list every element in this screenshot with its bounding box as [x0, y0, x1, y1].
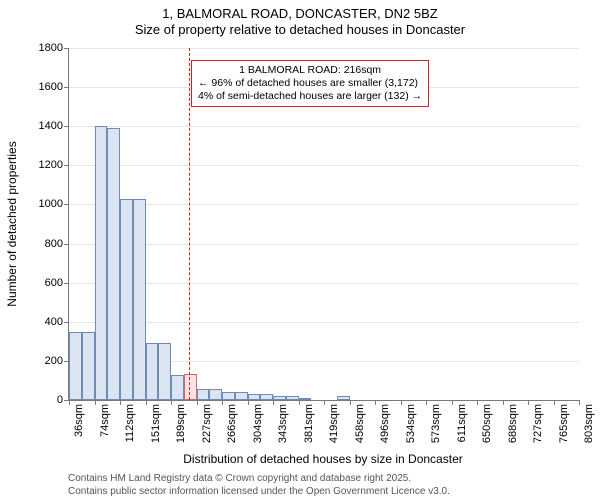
- x-tick-mark: [528, 400, 529, 405]
- plot-area: 0200400600800100012001400160018001 BALMO…: [68, 48, 579, 401]
- x-tick-label: 304sqm: [252, 400, 264, 443]
- x-tick-label: 650sqm: [481, 400, 493, 443]
- title-line-2: Size of property relative to detached ho…: [0, 22, 600, 38]
- x-tick-label: 343sqm: [277, 400, 289, 443]
- histogram-bar: [69, 332, 82, 400]
- footer-line-2: Contains public sector information licen…: [68, 485, 450, 498]
- x-tick-mark: [375, 400, 376, 405]
- x-tick-label: 727sqm: [532, 400, 544, 443]
- histogram-bar: [171, 375, 184, 400]
- histogram-bar: [107, 128, 120, 400]
- annotation-line: ← 96% of detached houses are smaller (3,…: [198, 77, 422, 90]
- x-tick-mark: [426, 400, 427, 405]
- y-tick-label: 1000: [39, 198, 69, 210]
- x-tick-mark: [324, 400, 325, 405]
- x-tick-label: 151sqm: [150, 400, 162, 443]
- x-tick-mark: [452, 400, 453, 405]
- x-axis-label: Distribution of detached houses by size …: [68, 452, 578, 466]
- x-tick-label: 381sqm: [303, 400, 315, 443]
- x-tick-label: 534sqm: [405, 400, 417, 443]
- x-tick-label: 765sqm: [558, 400, 570, 443]
- x-tick-mark: [477, 400, 478, 405]
- x-tick-label: 419sqm: [328, 400, 340, 443]
- y-tick-label: 400: [45, 316, 69, 328]
- histogram-bar: [222, 392, 235, 400]
- x-tick-mark: [350, 400, 351, 405]
- x-tick-mark: [554, 400, 555, 405]
- x-tick-label: 112sqm: [124, 400, 136, 442]
- histogram-bar: [209, 389, 222, 400]
- gridline: [69, 322, 579, 323]
- gridline: [69, 244, 579, 245]
- histogram-bar: [133, 199, 146, 400]
- x-tick-mark: [171, 400, 172, 405]
- x-tick-mark: [197, 400, 198, 405]
- x-tick-mark: [95, 400, 96, 405]
- x-tick-label: 36sqm: [73, 400, 85, 437]
- histogram-bar-highlight: [184, 374, 197, 400]
- gridline: [69, 48, 579, 49]
- histogram-bar: [120, 199, 133, 400]
- title-line-1: 1, BALMORAL ROAD, DONCASTER, DN2 5BZ: [0, 6, 600, 22]
- histogram-bar: [235, 392, 248, 400]
- x-tick-label: 458sqm: [354, 400, 366, 443]
- annotation-line: 4% of semi-detached houses are larger (1…: [198, 90, 422, 103]
- chart-title-block: 1, BALMORAL ROAD, DONCASTER, DN2 5BZ Siz…: [0, 0, 600, 39]
- x-tick-mark: [401, 400, 402, 405]
- x-tick-label: 688sqm: [507, 400, 519, 443]
- footer-credits: Contains HM Land Registry data © Crown c…: [68, 472, 450, 498]
- annotation-line: 1 BALMORAL ROAD: 216sqm: [198, 64, 422, 77]
- y-tick-label: 1400: [39, 120, 69, 132]
- gridline: [69, 165, 579, 166]
- y-tick-label: 200: [45, 355, 69, 367]
- annotation-box: 1 BALMORAL ROAD: 216sqm← 96% of detached…: [191, 60, 429, 107]
- y-tick-label: 1800: [39, 42, 69, 54]
- y-tick-label: 0: [57, 394, 69, 406]
- histogram-bar: [82, 332, 95, 400]
- x-tick-mark: [69, 400, 70, 405]
- y-tick-label: 1600: [39, 81, 69, 93]
- x-tick-label: 611sqm: [456, 400, 468, 442]
- gridline: [69, 283, 579, 284]
- x-tick-mark: [273, 400, 274, 405]
- histogram-bar: [146, 343, 159, 400]
- footer-line-1: Contains HM Land Registry data © Crown c…: [68, 472, 450, 485]
- y-tick-label: 600: [45, 277, 69, 289]
- gridline: [69, 126, 579, 127]
- x-tick-label: 74sqm: [99, 400, 111, 437]
- x-tick-label: 227sqm: [201, 400, 213, 443]
- x-tick-label: 573sqm: [430, 400, 442, 443]
- x-tick-mark: [248, 400, 249, 405]
- x-tick-label: 189sqm: [175, 400, 187, 443]
- x-tick-mark: [299, 400, 300, 405]
- gridline: [69, 204, 579, 205]
- marker-vline: [189, 48, 190, 400]
- histogram-bar: [197, 389, 210, 400]
- y-axis-label: Number of detached properties: [5, 141, 19, 306]
- y-tick-label: 800: [45, 238, 69, 250]
- y-tick-label: 1200: [39, 159, 69, 171]
- x-tick-mark: [222, 400, 223, 405]
- x-tick-mark: [146, 400, 147, 405]
- x-tick-label: 266sqm: [226, 400, 238, 443]
- x-tick-label: 803sqm: [583, 400, 595, 443]
- x-tick-mark: [120, 400, 121, 405]
- x-tick-label: 496sqm: [379, 400, 391, 443]
- histogram-bar: [95, 126, 108, 400]
- histogram-bar: [158, 343, 171, 400]
- x-tick-mark: [579, 400, 580, 405]
- x-tick-mark: [503, 400, 504, 405]
